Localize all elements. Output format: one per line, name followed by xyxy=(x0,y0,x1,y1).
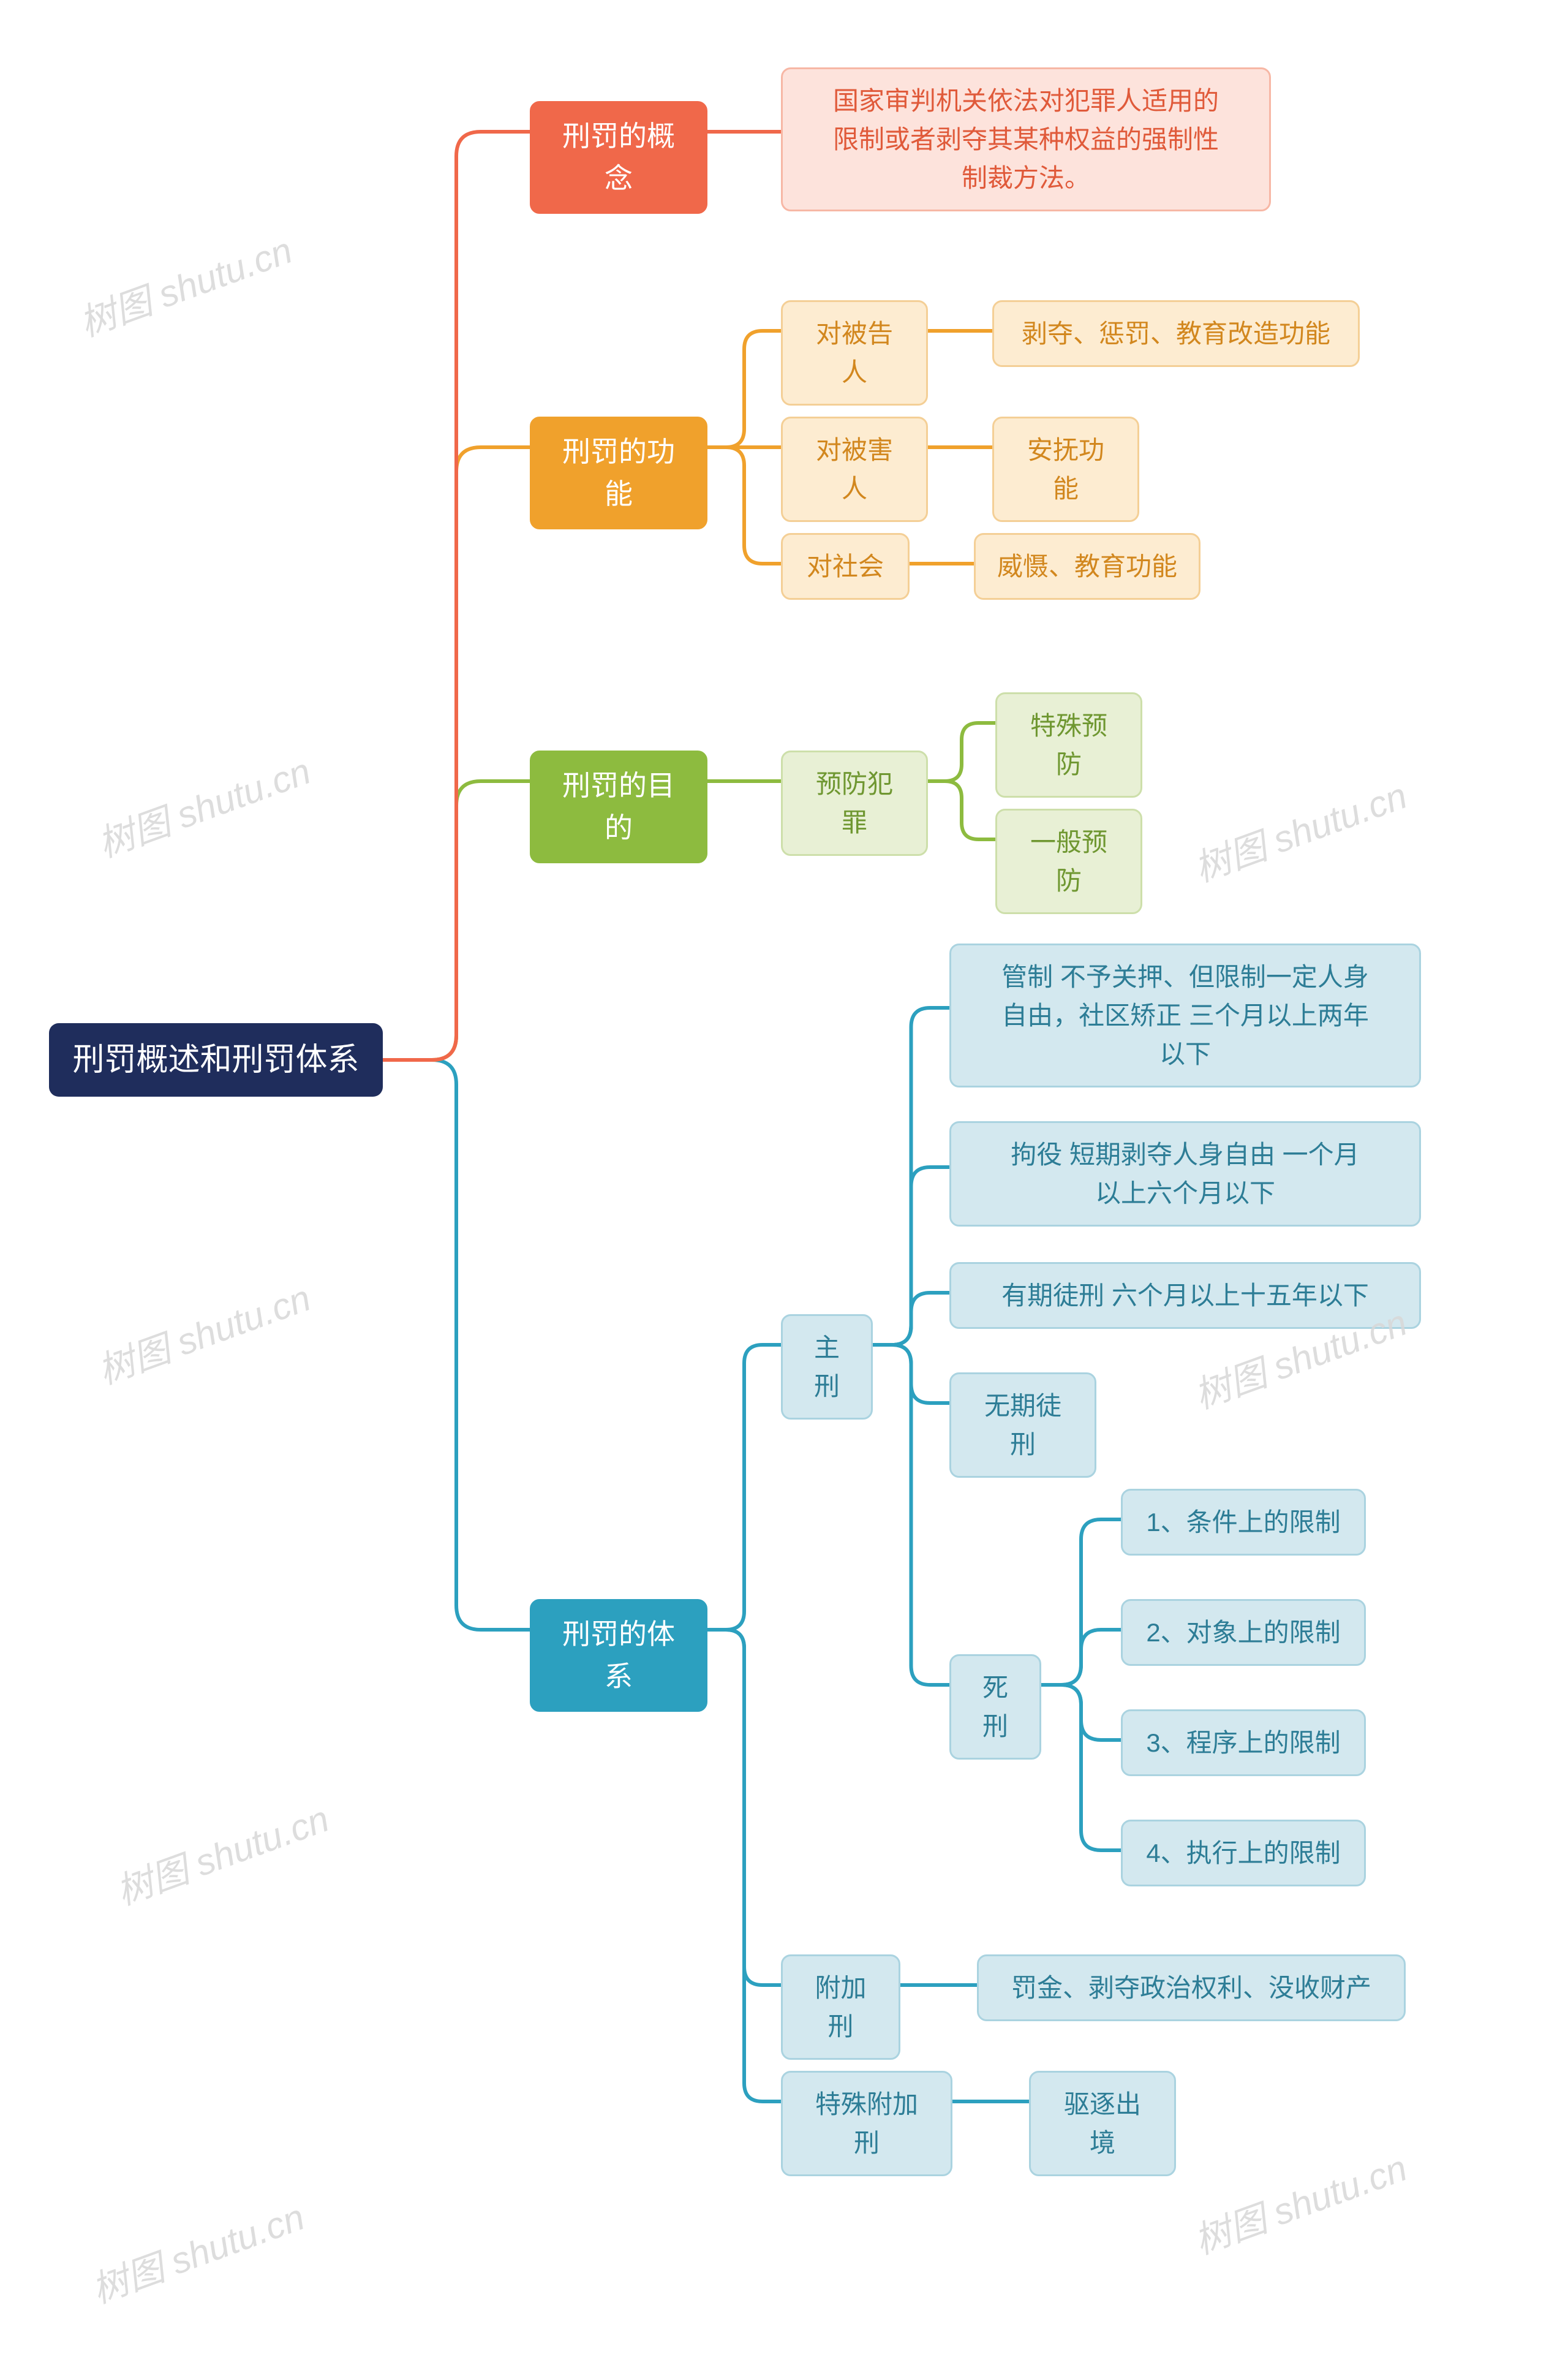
function-f_society: 对社会 xyxy=(781,533,910,600)
system-s_main-leaf-4: 死刑 xyxy=(949,1654,1041,1760)
concept-definition: 国家审判机关依法对犯罪人适用的 限制或者剥夺其某种权益的强制性 制裁方法。 xyxy=(781,67,1271,211)
level1-concept: 刑罚的概念 xyxy=(530,101,707,214)
watermark: 树图 shutu.cn xyxy=(71,221,298,347)
system-s_special-leaf-0: 驱逐出境 xyxy=(1029,2071,1176,2176)
purpose-prevent-leaf-1: 一般预防 xyxy=(995,809,1142,914)
system-death-leaf-3: 4、执行上的限制 xyxy=(1121,1820,1366,1886)
system-death-leaf-2: 3、程序上的限制 xyxy=(1121,1709,1366,1776)
root-node: 刑罚概述和刑罚体系 xyxy=(49,1023,383,1097)
function-f_victim-leaf: 安抚功能 xyxy=(992,417,1139,522)
system-s_main-leaf-2: 有期徒刑 六个月以上十五年以下 xyxy=(949,1262,1421,1329)
watermark: 树图 shutu.cn xyxy=(83,2187,311,2313)
system-s_main-leaf-0: 管制 不予关押、但限制一定人身 自由，社区矫正 三个月以上两年 以下 xyxy=(949,944,1421,1087)
function-f_defendant-leaf: 剥夺、惩罚、教育改造功能 xyxy=(992,300,1360,367)
system-s_add-leaf-0: 罚金、剥夺政治权利、没收财产 xyxy=(977,1954,1406,2021)
function-f_society-leaf: 威慑、教育功能 xyxy=(974,533,1200,600)
purpose-prevent-leaf-0: 特殊预防 xyxy=(995,692,1142,798)
function-f_victim: 对被害人 xyxy=(781,417,928,522)
purpose-prevent: 预防犯罪 xyxy=(781,751,928,856)
system-s_main-leaf-3: 无期徒刑 xyxy=(949,1372,1096,1478)
system-s_special: 特殊附加刑 xyxy=(781,2071,952,2176)
system-s_main: 主刑 xyxy=(781,1314,873,1420)
watermark: 树图 shutu.cn xyxy=(89,741,317,868)
watermark: 树图 shutu.cn xyxy=(1186,766,1413,892)
system-s_add: 附加刑 xyxy=(781,1954,900,2060)
function-f_defendant: 对被告人 xyxy=(781,300,928,406)
system-s_main-leaf-1: 拘役 短期剥夺人身自由 一个月 以上六个月以下 xyxy=(949,1121,1421,1227)
watermark: 树图 shutu.cn xyxy=(108,1789,335,1915)
system-death-leaf-1: 2、对象上的限制 xyxy=(1121,1599,1366,1666)
watermark: 树图 shutu.cn xyxy=(1186,2138,1413,2264)
watermark: 树图 shutu.cn xyxy=(89,1268,317,1394)
level1-function: 刑罚的功能 xyxy=(530,417,707,529)
level1-purpose: 刑罚的目的 xyxy=(530,751,707,863)
system-death-leaf-0: 1、条件上的限制 xyxy=(1121,1489,1366,1556)
level1-system: 刑罚的体系 xyxy=(530,1599,707,1712)
